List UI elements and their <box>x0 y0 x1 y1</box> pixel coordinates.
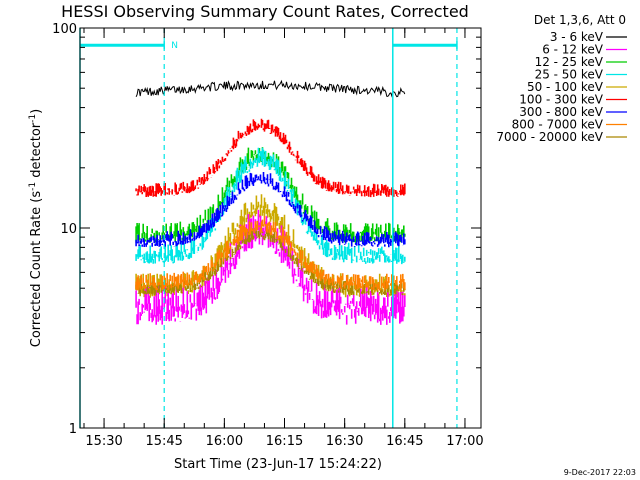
y-axis-label-mid: detector <box>29 122 44 182</box>
legend-label-2: 12 - 25 keV <box>535 55 604 69</box>
y-tick-label-1: 10 <box>60 222 77 237</box>
x-tick-label-5: 16:45 <box>386 434 423 449</box>
legend-label-5: 100 - 300 keV <box>519 93 603 107</box>
legend-header: Det 1,3,6, Att 0 <box>534 13 626 27</box>
x-tick-label-6: 17:00 <box>446 434 483 449</box>
legend-label-4: 50 - 100 keV <box>527 80 604 94</box>
plot-area: N <box>79 28 458 428</box>
x-tick-label-4: 16:30 <box>326 434 363 449</box>
y-axis-label-end: ) <box>29 109 44 114</box>
series-12-25-kev-line <box>135 147 406 244</box>
series-3-6-kev-line <box>135 79 406 98</box>
y-axis-label-sup2: -1 <box>28 114 38 123</box>
series-100-300-kev-line <box>135 118 406 198</box>
chart-title: HESSI Observing Summary Count Rates, Cor… <box>61 2 469 21</box>
x-tick-label-2: 16:00 <box>206 434 243 449</box>
x-tick-label-3: 16:15 <box>266 434 303 449</box>
legend-label-1: 6 - 12 keV <box>542 43 604 57</box>
series-6-12-kev-line <box>135 209 406 325</box>
series-800-7000-kev-line <box>135 216 406 291</box>
x-tick-label-1: 15:45 <box>145 434 182 449</box>
y-tick-label-0: 1 <box>69 422 77 437</box>
x-axis-label: Start Time (23-Jun-17 15:24:22) <box>174 457 382 472</box>
series-25-50-kev-line <box>135 147 406 265</box>
legend-label-6: 300 - 800 keV <box>519 105 603 119</box>
y-tick-label-2: 100 <box>52 22 77 37</box>
y-axis-label-main: Corrected Count Rate (s <box>29 191 44 348</box>
x-tick-label-0: 15:30 <box>85 434 122 449</box>
legend-label-8: 7000 - 20000 keV <box>496 130 603 144</box>
date-stamp: 9-Dec-2017 22:03 <box>564 468 636 477</box>
legend-label-0: 3 - 6 keV <box>550 30 604 44</box>
y-axis-label: Corrected Count Rate (s-1 detector-1) <box>28 109 44 347</box>
legend-label-3: 25 - 50 keV <box>535 68 604 82</box>
marker-label: N <box>171 41 178 51</box>
legend-label-7: 800 - 7000 keV <box>512 118 604 132</box>
y-axis-label-sup1: -1 <box>28 182 38 191</box>
axes: 1 10 100 15:30 15:45 16:00 16:15 16:30 16:45 17:0… <box>52 22 484 449</box>
series-300-800-kev-line <box>135 172 406 248</box>
